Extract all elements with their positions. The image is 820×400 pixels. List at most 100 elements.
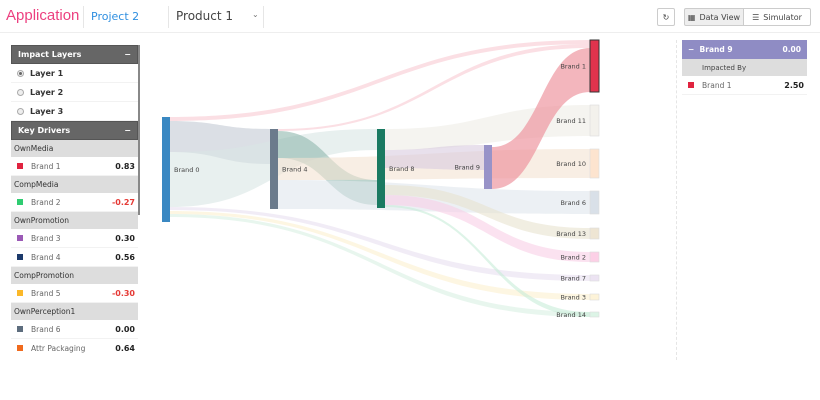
- layer-radio[interactable]: Layer 3: [11, 102, 138, 121]
- divider: [676, 40, 677, 360]
- sankey-node[interactable]: [589, 148, 600, 179]
- color-swatch: [17, 199, 23, 205]
- impacted-by-label: Impacted By: [682, 59, 807, 76]
- sankey-node[interactable]: [589, 104, 600, 137]
- sankey-node-label: Brand 8: [389, 165, 415, 173]
- layer-label: Layer 3: [30, 106, 64, 116]
- driver-row[interactable]: Brand 1 0.83: [11, 157, 138, 176]
- collapse-icon[interactable]: −: [124, 126, 131, 135]
- key-drivers-title: Key Drivers: [18, 126, 71, 135]
- sankey-node[interactable]: [589, 293, 600, 301]
- driver-value: 0.83: [115, 161, 135, 171]
- layer-radio[interactable]: Layer 2: [11, 83, 138, 102]
- driver-label: Brand 5: [31, 288, 61, 298]
- driver-row[interactable]: Brand 6 0.00: [11, 320, 138, 339]
- driver-label: Brand 1: [31, 161, 61, 171]
- refresh-button[interactable]: ↻: [657, 8, 675, 26]
- layer-radio[interactable]: Layer 1: [11, 64, 138, 83]
- sankey-node-label: Brand 2: [560, 254, 586, 262]
- top-bar: Application Project 2 Product 1 ⌄ ↻ ▦ Dat…: [0, 0, 820, 33]
- divider: [168, 6, 169, 28]
- sankey-link[interactable]: [385, 195, 590, 262]
- project-link[interactable]: Project 2: [91, 10, 140, 23]
- sankey-link[interactable]: [385, 145, 484, 170]
- layer-label: Layer 2: [30, 87, 64, 97]
- impact-label: Brand 1: [702, 80, 732, 90]
- sankey-node[interactable]: [589, 190, 600, 215]
- sankey-node[interactable]: [270, 129, 278, 209]
- driver-value: 0.56: [115, 252, 135, 262]
- simulator-button[interactable]: ☰ Simulator: [743, 8, 811, 26]
- color-swatch: [17, 163, 23, 169]
- sankey-node-label: Brand 4: [282, 166, 308, 174]
- driver-group: OwnMedia: [11, 140, 138, 157]
- driver-group: OwnPerception1: [11, 303, 138, 320]
- color-swatch: [17, 254, 23, 260]
- driver-row[interactable]: Brand 4 0.56: [11, 248, 138, 267]
- driver-value: -0.30: [111, 288, 135, 298]
- driver-group: CompPromotion: [11, 267, 138, 284]
- sankey-node[interactable]: [589, 227, 600, 240]
- collapse-icon[interactable]: −: [688, 45, 695, 54]
- detail-panel: − Brand 9 0.00 Impacted By Brand 1 2.50: [682, 40, 807, 95]
- table-icon: ▦: [687, 12, 696, 22]
- sankey-node-label: Brand 3: [560, 294, 586, 302]
- sankey-node[interactable]: [484, 145, 492, 189]
- divider: [83, 6, 84, 28]
- sankey-link[interactable]: [170, 207, 590, 281]
- driver-label: Brand 6: [31, 324, 61, 334]
- data-view-label: Data View: [699, 12, 741, 22]
- impact-layers-header[interactable]: Impact Layers −: [11, 45, 138, 64]
- radio-icon[interactable]: [17, 69, 24, 77]
- sankey-link[interactable]: [170, 211, 590, 300]
- sankey-node-label: Brand 10: [556, 160, 586, 168]
- key-drivers-header[interactable]: Key Drivers −: [11, 121, 138, 140]
- driver-label: Brand 4: [31, 252, 61, 262]
- driver-row[interactable]: Brand 3 0.30: [11, 229, 138, 248]
- sankey-node[interactable]: [589, 311, 600, 318]
- sankey-link[interactable]: [170, 40, 590, 121]
- driver-row[interactable]: Attr Packaging 0.64: [11, 339, 138, 356]
- sankey-node-label: Brand 6: [560, 199, 586, 207]
- sankey-link[interactable]: [385, 205, 590, 317]
- sliders-icon: ☰: [752, 12, 760, 22]
- sankey-node[interactable]: [589, 39, 600, 93]
- scrollbar[interactable]: [138, 45, 140, 215]
- app-title: Application: [6, 7, 80, 24]
- data-view-button[interactable]: ▦ Data View: [684, 8, 744, 26]
- impact-layers-title: Impact Layers: [18, 50, 82, 59]
- sankey-node[interactable]: [162, 117, 170, 222]
- driver-label: Attr Packaging: [31, 343, 86, 353]
- sankey-node[interactable]: [589, 251, 600, 263]
- sankey-node-label: Brand 14: [556, 311, 586, 319]
- product-select[interactable]: Product 1: [176, 9, 234, 23]
- driver-group: CompMedia: [11, 176, 138, 193]
- detail-node-name: Brand 9: [699, 45, 733, 54]
- sankey-link[interactable]: [278, 44, 590, 131]
- sankey-node[interactable]: [589, 274, 600, 282]
- driver-row[interactable]: Brand 2 -0.27: [11, 193, 138, 212]
- layer-label: Layer 1: [30, 68, 64, 78]
- simulator-label: Simulator: [763, 12, 802, 22]
- driver-row[interactable]: Brand 5 -0.30: [11, 284, 138, 303]
- driver-value: 0.00: [115, 324, 135, 334]
- sankey-link[interactable]: [385, 105, 590, 150]
- sankey-chart: Brand 0 Brand 4 Brand 8 Brand 9 Brand 1 Brand…: [162, 39, 600, 319]
- driver-value: 0.30: [115, 233, 135, 243]
- detail-header[interactable]: − Brand 9 0.00: [682, 40, 807, 59]
- sankey-node[interactable]: [377, 129, 385, 208]
- divider: [263, 6, 264, 28]
- radio-icon[interactable]: [17, 107, 24, 115]
- color-swatch: [17, 326, 23, 332]
- driver-value: -0.27: [111, 197, 135, 207]
- sankey-link[interactable]: [170, 214, 590, 317]
- chevron-down-icon[interactable]: ⌄: [252, 10, 259, 19]
- sankey-link[interactable]: [385, 185, 590, 239]
- sankey-node-label: Brand 0: [174, 166, 200, 174]
- impact-row[interactable]: Brand 1 2.50: [682, 76, 807, 95]
- driver-group: OwnPromotion: [11, 212, 138, 229]
- collapse-icon[interactable]: −: [124, 50, 131, 59]
- detail-node-value: 0.00: [782, 45, 801, 54]
- radio-icon[interactable]: [17, 88, 24, 96]
- sankey-link[interactable]: [492, 48, 590, 189]
